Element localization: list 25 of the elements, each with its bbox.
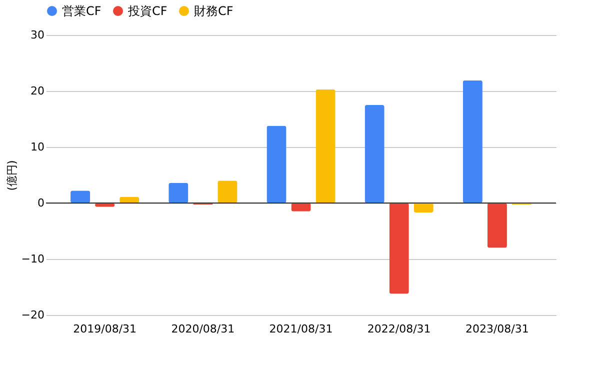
x-tick-label: 2021/08/31: [269, 322, 333, 336]
x-tick-label: 2023/08/31: [465, 322, 529, 336]
bar: [364, 105, 384, 203]
y-axis-title: (億円): [5, 160, 18, 191]
bar: [168, 182, 188, 203]
bar: [266, 126, 286, 203]
x-tick-label: 2022/08/31: [367, 322, 431, 336]
bar: [218, 180, 238, 203]
bar: [70, 190, 90, 203]
bar: [389, 203, 409, 294]
bar: [414, 203, 434, 213]
bar: [487, 203, 507, 248]
x-tick-label: 2019/08/31: [73, 322, 137, 336]
bar: [462, 80, 482, 203]
y-tick-label: 20: [30, 84, 44, 98]
bar: [316, 89, 336, 203]
y-tick-label: 10: [30, 140, 44, 154]
legend-label: 営業CF: [62, 4, 102, 18]
y-tick-label: −10: [21, 252, 44, 266]
y-tick-label: −20: [21, 308, 44, 322]
legend-label: 財務CF: [194, 4, 234, 18]
legend-label: 投資CF: [127, 4, 168, 18]
y-tick-label: 30: [30, 28, 44, 42]
x-tick-label: 2020/08/31: [171, 322, 235, 336]
y-tick-label: 0: [38, 196, 44, 210]
